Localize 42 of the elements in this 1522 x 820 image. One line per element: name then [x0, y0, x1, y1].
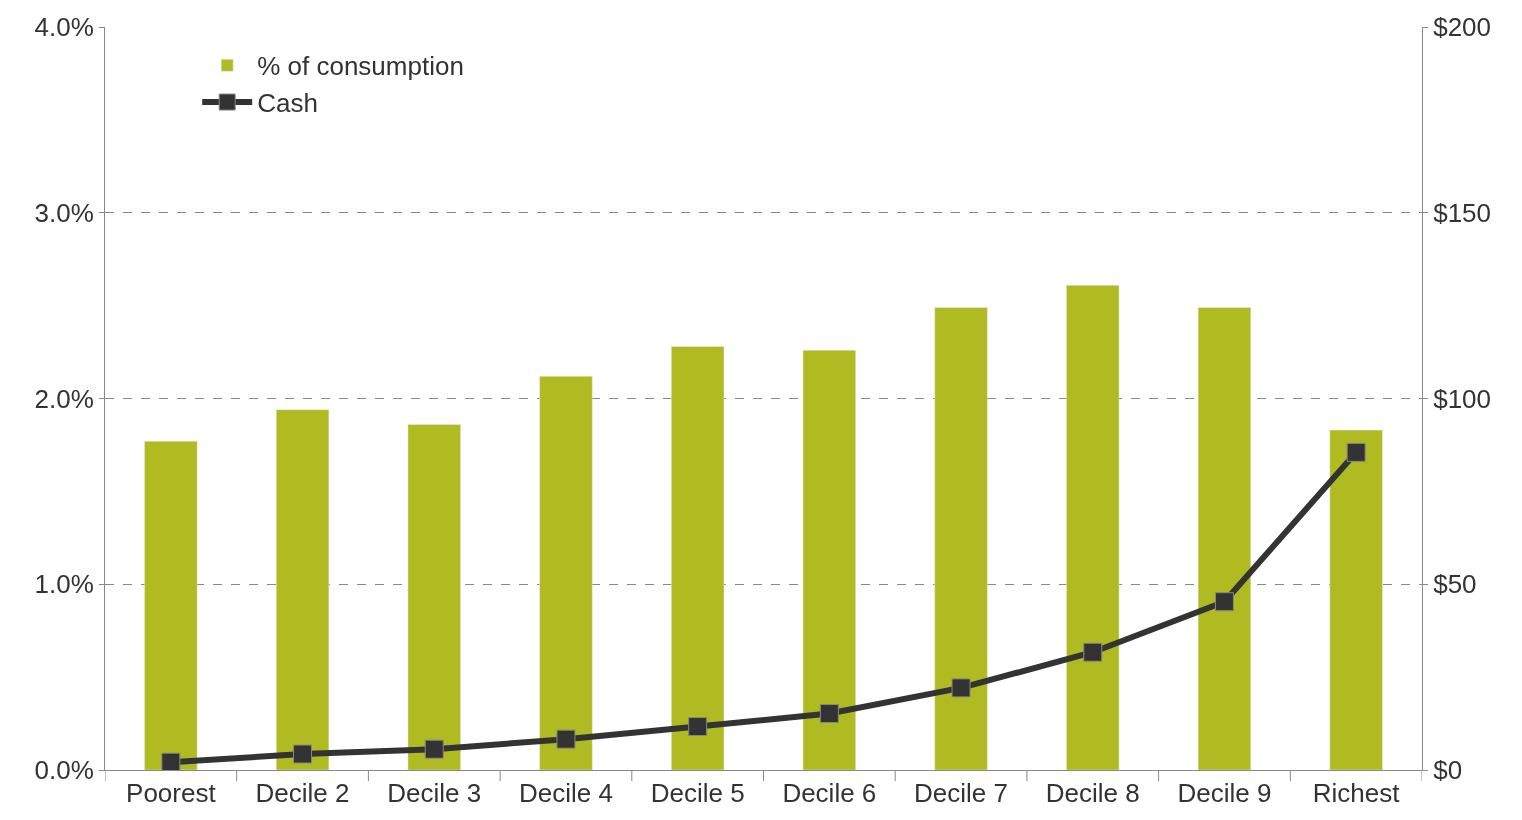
y-tick-label: 3.0% [34, 197, 94, 228]
x-tick-label: Decile 9 [1177, 778, 1272, 809]
bar [275, 409, 330, 770]
x-tick-label: Decile 2 [255, 778, 350, 809]
x-tick-label: Decile 5 [650, 778, 745, 809]
x-tick-label: Decile 6 [782, 778, 877, 809]
point [424, 739, 444, 759]
x-tick-label: Richest [1312, 778, 1401, 809]
y2-tick-label: $0 [1433, 755, 1463, 786]
legend-label: Cash [257, 88, 318, 119]
y2-tick-label: $200 [1433, 12, 1492, 43]
bar [1066, 284, 1120, 770]
x-tick-label: Poorest [126, 778, 217, 809]
legend-label: % of consumption [257, 51, 464, 82]
point [293, 744, 313, 764]
y-tick-label: 2.0% [34, 383, 94, 414]
bar [1197, 307, 1252, 770]
bar [1329, 429, 1383, 770]
bar [539, 375, 593, 770]
y-tick-label: 4.0% [34, 12, 94, 43]
point [1214, 592, 1234, 612]
y2-tick-label: $50 [1433, 569, 1477, 600]
point [1083, 642, 1103, 662]
x-tick-label: Decile 4 [518, 778, 613, 809]
bar [671, 346, 725, 770]
bar [802, 349, 856, 770]
point [819, 704, 839, 724]
point [688, 717, 708, 737]
x-tick-label: Decile 8 [1045, 778, 1140, 809]
point [951, 678, 971, 698]
y2-tick-label: $100 [1433, 383, 1492, 414]
point [1346, 442, 1366, 462]
y-tick-label: 1.0% [34, 569, 94, 600]
bar [407, 424, 461, 770]
bar [144, 440, 198, 770]
y2-tick-label: $150 [1433, 197, 1492, 228]
x-tick-label: Decile 3 [387, 778, 482, 809]
point [556, 729, 576, 749]
y-tick-label: 0.0% [34, 755, 94, 786]
bar [934, 307, 988, 770]
point [161, 752, 181, 770]
x-tick-label: Decile 7 [914, 778, 1009, 809]
